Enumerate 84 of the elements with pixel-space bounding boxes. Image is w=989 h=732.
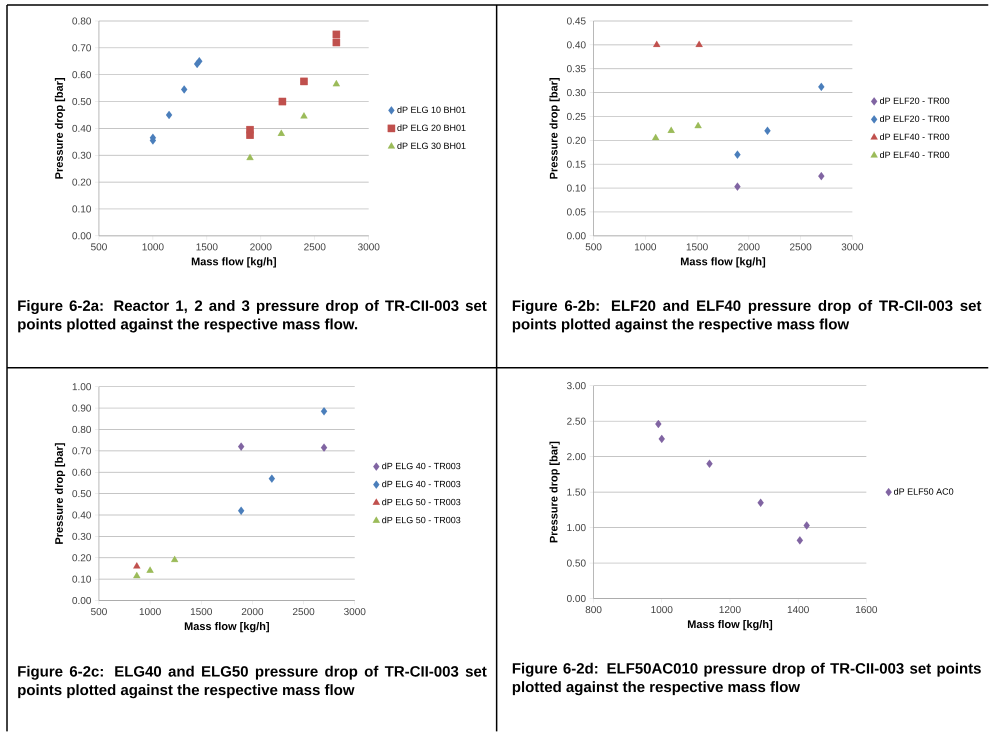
y-tick-label: 0.20 bbox=[72, 554, 92, 562]
x-tick-label: 1000 bbox=[651, 606, 672, 614]
y-tick-label: 0.45 bbox=[566, 17, 586, 24]
legend-label: dP ELG 40 - TR003 bbox=[382, 480, 460, 488]
x-tick-label: 2000 bbox=[250, 243, 272, 250]
y-tick-label: 0.25 bbox=[566, 112, 586, 120]
y-tick-label: 1.50 bbox=[567, 488, 586, 496]
y-tick-label: 0.00 bbox=[72, 232, 92, 240]
y-tick-label: 0.70 bbox=[72, 44, 92, 52]
y-tick-label: 0.30 bbox=[72, 532, 92, 540]
y-tick-label: 0.00 bbox=[72, 596, 92, 604]
y-tick-label: 0.10 bbox=[72, 205, 92, 212]
legend-label: dP ELF40 - TR00 bbox=[880, 133, 950, 140]
caption: Figure 6-2b: ELF20 and ELF40 pressure drop of TR-CII-003 set points plotted against the respective mass flow bbox=[512, 300, 982, 332]
y-axis-title: Pressure drop [bar] bbox=[549, 78, 560, 179]
y-tick-label: 0.30 bbox=[72, 152, 92, 159]
legend-label: dP ELG 50 - TR003 bbox=[382, 516, 460, 524]
y-tick-label: 1.00 bbox=[567, 524, 586, 532]
x-tick-label: 1500 bbox=[190, 608, 212, 616]
x-tick-label: 500 bbox=[91, 243, 107, 250]
x-tick-label: 1500 bbox=[686, 243, 708, 250]
legend-label: dP ELF20 - TR00 bbox=[880, 97, 950, 104]
y-tick-label: 0.40 bbox=[72, 511, 92, 518]
x-tick-label: 1600 bbox=[856, 606, 878, 614]
x-tick-label: 1000 bbox=[140, 608, 161, 616]
x-tick-label: 3000 bbox=[344, 608, 366, 616]
y-tick-label: 0.80 bbox=[72, 17, 92, 24]
legend-label: dP ELF50 AC0 bbox=[894, 488, 954, 495]
y-tick-label: 0.00 bbox=[566, 594, 586, 602]
y-tick-label: 0.70 bbox=[72, 447, 92, 454]
y-tick-label: 0.40 bbox=[566, 41, 586, 48]
x-tick-label: 1500 bbox=[196, 243, 218, 250]
caption: Figure 6-2a: Reactor 1, 2 and 3 pressure drop of TR-CII-003 set points plotted against the respective mass flow. bbox=[18, 300, 487, 332]
y-tick-label: 0.35 bbox=[566, 65, 586, 72]
x-tick-label: 1000 bbox=[634, 243, 656, 250]
y-tick-label: 2.50 bbox=[567, 418, 586, 425]
x-axis-title: Mass flow [kg/h] bbox=[192, 257, 276, 268]
y-tick-label: 0.80 bbox=[72, 426, 92, 433]
legend-label: dP ELG 50 - TR003 bbox=[382, 498, 460, 506]
y-tick-label: 0.10 bbox=[566, 184, 586, 192]
x-tick-label: 2500 bbox=[790, 243, 812, 250]
x-tick-label: 800 bbox=[586, 606, 602, 614]
y-axis-title: Pressure drop [bar] bbox=[549, 442, 560, 542]
y-axis-title: Pressure drop [bar] bbox=[54, 443, 66, 544]
x-tick-label: 1000 bbox=[142, 243, 164, 250]
y-tick-label: 0.50 bbox=[566, 559, 586, 567]
y-tick-label: 0.00 bbox=[566, 232, 586, 240]
y-tick-label: 1.00 bbox=[72, 383, 92, 390]
y-axis-title: Pressure drop [bar] bbox=[54, 78, 66, 179]
y-tick-label: 0.50 bbox=[72, 98, 92, 105]
y-tick-label: 0.20 bbox=[72, 178, 92, 186]
legend-label: dP ELF20 - TR00 bbox=[880, 115, 950, 122]
x-tick-label: 500 bbox=[91, 608, 107, 616]
y-tick-label: 0.10 bbox=[72, 576, 92, 583]
x-tick-label: 1200 bbox=[720, 606, 741, 614]
x-axis-title: Mass flow [kg/h] bbox=[680, 257, 766, 268]
x-tick-label: 2500 bbox=[292, 608, 314, 616]
x-axis-title: Mass flow [kg/h] bbox=[184, 622, 269, 632]
y-tick-label: 0.40 bbox=[72, 124, 92, 132]
legend-label: dP ELG 20 BH01 bbox=[397, 124, 466, 131]
y-tick-label: 0.15 bbox=[566, 160, 586, 168]
legend-label: dP ELF40 - TR00 bbox=[880, 151, 950, 158]
y-tick-label: 0.60 bbox=[72, 468, 92, 476]
x-tick-label: 1400 bbox=[788, 606, 809, 614]
legend-label: dP ELG 40 - TR003 bbox=[382, 462, 460, 470]
legend-label: dP ELG 30 BH01 bbox=[397, 142, 466, 149]
x-tick-label: 3000 bbox=[842, 243, 864, 250]
y-tick-label: 0.60 bbox=[72, 71, 92, 78]
y-tick-label: 3.00 bbox=[566, 382, 586, 390]
x-axis-title: Mass flow [kg/h] bbox=[688, 620, 772, 630]
y-tick-label: 0.20 bbox=[566, 136, 586, 144]
x-tick-label: 2000 bbox=[242, 608, 264, 616]
x-tick-label: 2000 bbox=[738, 243, 760, 250]
y-tick-label: 0.90 bbox=[72, 404, 92, 412]
caption: Figure 6-2c: ELG40 and ELG50 pressure drop of TR-CII-003 set points plotted against the respective mass flow bbox=[18, 666, 487, 698]
y-tick-label: 0.05 bbox=[566, 208, 586, 216]
x-tick-label: 2500 bbox=[304, 243, 326, 250]
y-tick-label: 0.30 bbox=[566, 88, 586, 96]
x-tick-label: 500 bbox=[586, 243, 602, 250]
legend-label: dP ELG 10 BH01 bbox=[397, 106, 466, 113]
y-tick-label: 0.50 bbox=[72, 490, 92, 498]
caption: Figure 6-2d: ELF50AC010 pressure drop of TR-CII-003 set points plotted against the respective mass flow bbox=[512, 662, 981, 696]
y-tick-label: 2.00 bbox=[567, 453, 586, 460]
x-tick-label: 3000 bbox=[358, 243, 380, 250]
